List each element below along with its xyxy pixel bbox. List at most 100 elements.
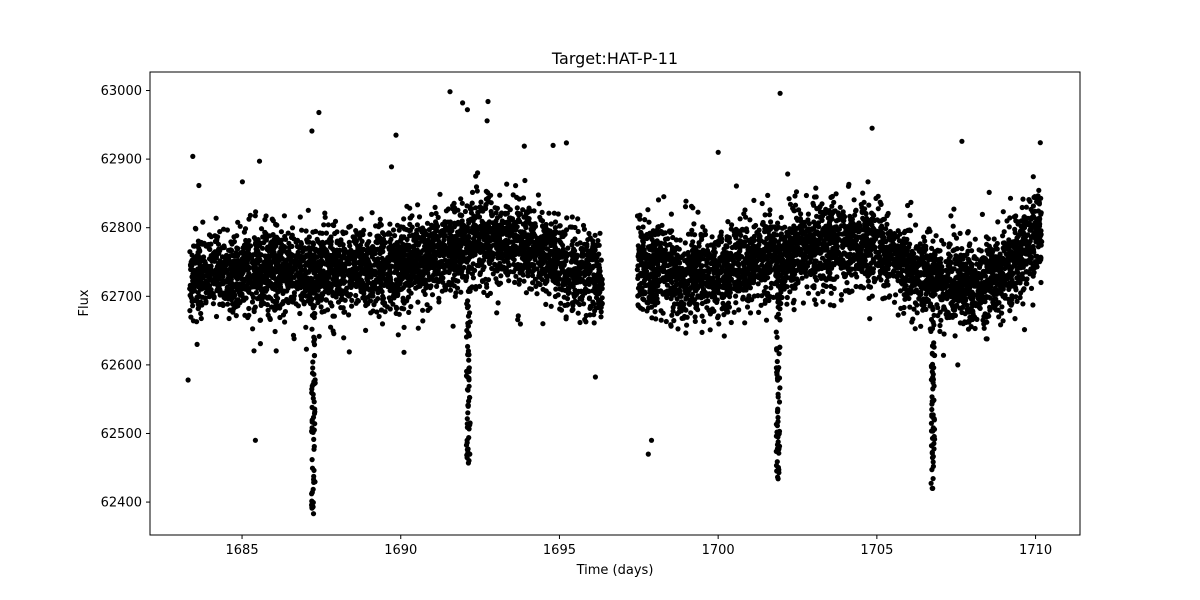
data-point — [503, 203, 509, 209]
data-point — [670, 308, 676, 314]
data-point — [543, 301, 549, 307]
data-point — [427, 233, 434, 239]
data-point — [316, 333, 322, 339]
data-point — [198, 310, 204, 317]
data-point — [319, 309, 325, 315]
data-point — [289, 225, 296, 231]
data-point — [306, 269, 312, 275]
data-point — [427, 252, 433, 258]
data-point — [496, 224, 502, 230]
data-point — [289, 281, 295, 287]
data-point — [433, 219, 439, 225]
data-point — [341, 309, 347, 315]
data-point — [189, 257, 195, 263]
data-point — [524, 256, 530, 262]
data-point — [521, 278, 527, 284]
data-point — [213, 313, 220, 320]
data-point — [224, 277, 230, 284]
data-point — [417, 280, 423, 286]
data-point — [306, 253, 312, 259]
data-point — [1013, 213, 1019, 219]
data-point — [222, 267, 228, 273]
data-point — [231, 283, 238, 290]
data-point — [334, 254, 340, 261]
data-point — [540, 267, 547, 273]
data-point — [298, 285, 304, 291]
data-point — [458, 249, 464, 255]
data-point — [560, 269, 566, 275]
data-point — [275, 262, 281, 268]
data-point — [453, 277, 459, 284]
data-point — [408, 249, 414, 255]
data-point — [861, 199, 867, 205]
data-point — [437, 191, 443, 197]
data-point — [492, 205, 498, 211]
data-point — [217, 229, 223, 235]
data-point — [373, 239, 379, 245]
data-point — [572, 298, 578, 304]
data-point — [461, 223, 467, 229]
data-point — [499, 218, 505, 224]
data-point — [413, 230, 419, 236]
data-point — [598, 304, 604, 310]
data-point — [597, 273, 604, 279]
data-point — [640, 224, 646, 230]
data-point — [597, 268, 603, 274]
data-point — [725, 219, 731, 225]
data-point — [420, 256, 426, 262]
data-point — [331, 247, 337, 254]
data-point — [212, 275, 218, 281]
data-point — [360, 295, 366, 301]
data-point — [263, 213, 269, 219]
data-point — [400, 235, 406, 241]
data-point — [427, 242, 433, 248]
data-point — [298, 267, 304, 273]
data-point — [325, 307, 331, 313]
data-point — [198, 258, 204, 264]
data-point — [733, 183, 740, 189]
data-point — [356, 259, 363, 265]
data-point — [598, 314, 604, 320]
data-point — [493, 210, 499, 216]
data-point — [332, 276, 338, 282]
data-point — [353, 238, 359, 244]
data-point — [584, 243, 590, 249]
data-point — [284, 278, 290, 284]
data-point — [251, 308, 257, 315]
data-point — [701, 318, 707, 324]
data-point — [337, 263, 343, 269]
data-point — [390, 301, 396, 307]
data-point — [517, 250, 523, 256]
data-point — [284, 257, 290, 263]
data-point — [964, 306, 970, 312]
data-point — [474, 262, 480, 268]
data-point — [265, 253, 271, 259]
data-point — [1023, 204, 1029, 210]
data-point — [364, 241, 370, 247]
data-point — [574, 290, 580, 296]
data-point — [206, 294, 212, 300]
data-point — [707, 327, 713, 333]
data-point — [379, 321, 386, 327]
data-point — [597, 230, 603, 236]
data-point — [456, 253, 462, 259]
data-point — [466, 220, 472, 226]
data-point — [447, 244, 453, 250]
data-point — [451, 283, 457, 289]
data-point — [402, 281, 408, 287]
data-point — [514, 205, 520, 211]
data-point — [736, 307, 742, 313]
data-point — [548, 221, 554, 227]
data-point — [362, 252, 368, 258]
data-point — [189, 274, 195, 280]
data-point — [338, 237, 344, 243]
data-point — [241, 297, 247, 303]
data-point — [587, 305, 593, 311]
data-point — [411, 234, 417, 240]
data-point — [398, 248, 404, 254]
data-point — [648, 234, 654, 240]
data-point — [435, 214, 441, 220]
data-point — [240, 245, 246, 251]
data-point — [350, 280, 356, 287]
data-point — [433, 210, 439, 216]
